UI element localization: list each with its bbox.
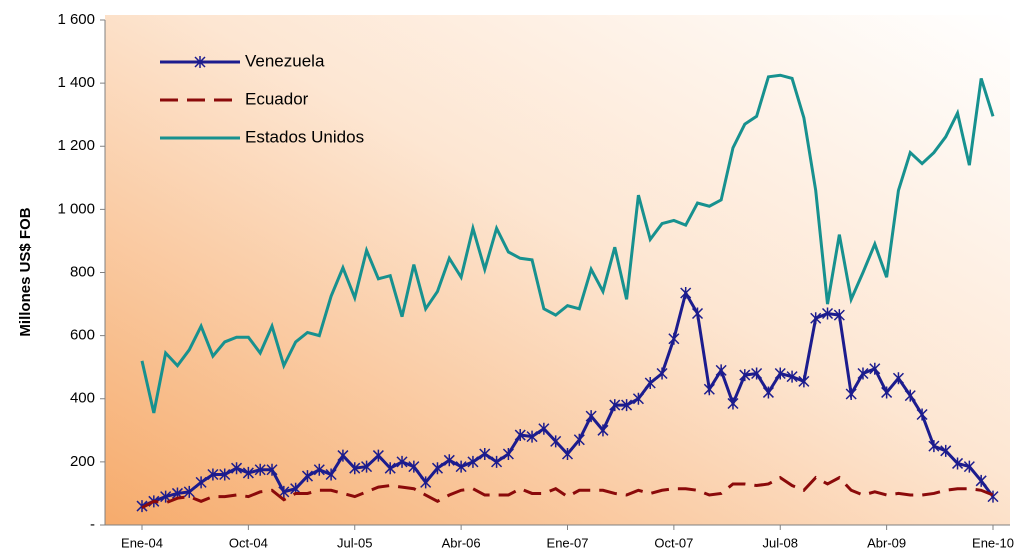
y-tick-label: 1 000 <box>57 200 95 217</box>
marker <box>491 455 503 468</box>
marker <box>231 462 243 475</box>
marker <box>632 392 644 405</box>
line <box>141 475 994 509</box>
marker <box>751 367 763 380</box>
marker <box>821 307 834 320</box>
marker <box>810 312 822 325</box>
marker <box>904 389 916 402</box>
x-tick-label: Ene-04 <box>121 535 163 550</box>
marker <box>585 410 597 423</box>
marker <box>337 449 349 462</box>
marker <box>656 367 668 380</box>
marker <box>952 457 964 470</box>
y-tick-label: 200 <box>70 453 95 470</box>
marker <box>774 367 786 380</box>
y-tick-label: 800 <box>70 263 95 280</box>
x-tick-label: Jul-05 <box>337 535 372 550</box>
marker <box>609 399 621 412</box>
marker <box>963 460 975 473</box>
marker <box>786 370 798 383</box>
line <box>140 73 995 414</box>
marker <box>183 485 195 498</box>
marker <box>195 476 207 489</box>
marker <box>325 468 337 481</box>
marker <box>194 56 206 68</box>
marker <box>242 466 254 479</box>
marker <box>573 433 585 446</box>
y-tick-label: 1 200 <box>57 137 95 154</box>
marker <box>160 490 172 503</box>
marker <box>668 332 680 345</box>
marker <box>550 435 562 448</box>
y-tick-label: - <box>90 516 95 533</box>
marker <box>502 447 514 460</box>
marker <box>680 287 692 300</box>
x-tick-label: Ene-07 <box>547 535 589 550</box>
marker <box>479 447 491 460</box>
marker <box>301 470 314 483</box>
marker <box>727 397 739 410</box>
marker <box>621 399 633 412</box>
marker <box>514 429 526 442</box>
marker <box>266 463 278 476</box>
series <box>141 475 994 509</box>
marker <box>703 383 715 396</box>
marker <box>857 367 869 380</box>
marker <box>762 386 774 399</box>
legend-label: Ecuador <box>245 89 309 108</box>
x-tick-label: Ene-10 <box>972 535 1014 550</box>
marker <box>349 462 361 475</box>
marker <box>420 476 432 489</box>
marker <box>644 376 656 389</box>
x-tick-label: Abr-06 <box>442 535 481 550</box>
marker <box>561 447 574 460</box>
marker <box>313 463 325 476</box>
marker <box>384 462 396 475</box>
marker <box>940 444 952 457</box>
marker <box>443 454 455 467</box>
x-tick-label: Jul-08 <box>763 535 798 550</box>
marker <box>254 463 266 476</box>
marker <box>526 430 538 443</box>
legend-label: Venezuela <box>245 51 325 70</box>
series <box>140 73 995 414</box>
y-tick-label: 600 <box>70 327 95 344</box>
marker <box>845 388 857 401</box>
x-tick-label: Oct-07 <box>654 535 693 550</box>
legend-label: Estados Unidos <box>245 127 364 146</box>
marker <box>538 422 550 435</box>
marker <box>219 468 231 481</box>
marker <box>798 375 810 388</box>
y-tick-label: 1 400 <box>57 74 95 91</box>
marker <box>207 468 219 481</box>
x-tick-label: Abr-09 <box>867 535 906 550</box>
marker <box>396 455 408 468</box>
marker <box>372 449 384 462</box>
marker <box>431 462 444 475</box>
y-tick-label: 400 <box>70 390 95 407</box>
plot-background <box>105 15 1010 525</box>
marker <box>361 460 373 473</box>
marker <box>408 460 420 473</box>
marker <box>892 372 904 385</box>
marker <box>881 386 893 399</box>
y-tick-label: 1 600 <box>57 11 95 28</box>
marker <box>869 362 881 375</box>
y-axis-label: Millones US$ FOB <box>17 207 34 336</box>
marker <box>833 309 845 322</box>
series <box>136 287 999 513</box>
marker <box>916 408 928 421</box>
x-tick-label: Oct-04 <box>229 535 268 550</box>
marker <box>597 424 609 437</box>
marker <box>455 460 467 473</box>
marker <box>975 474 987 487</box>
marker <box>691 307 704 320</box>
marker <box>739 369 751 382</box>
marker <box>928 440 940 453</box>
marker <box>467 455 479 468</box>
marker <box>715 364 727 377</box>
